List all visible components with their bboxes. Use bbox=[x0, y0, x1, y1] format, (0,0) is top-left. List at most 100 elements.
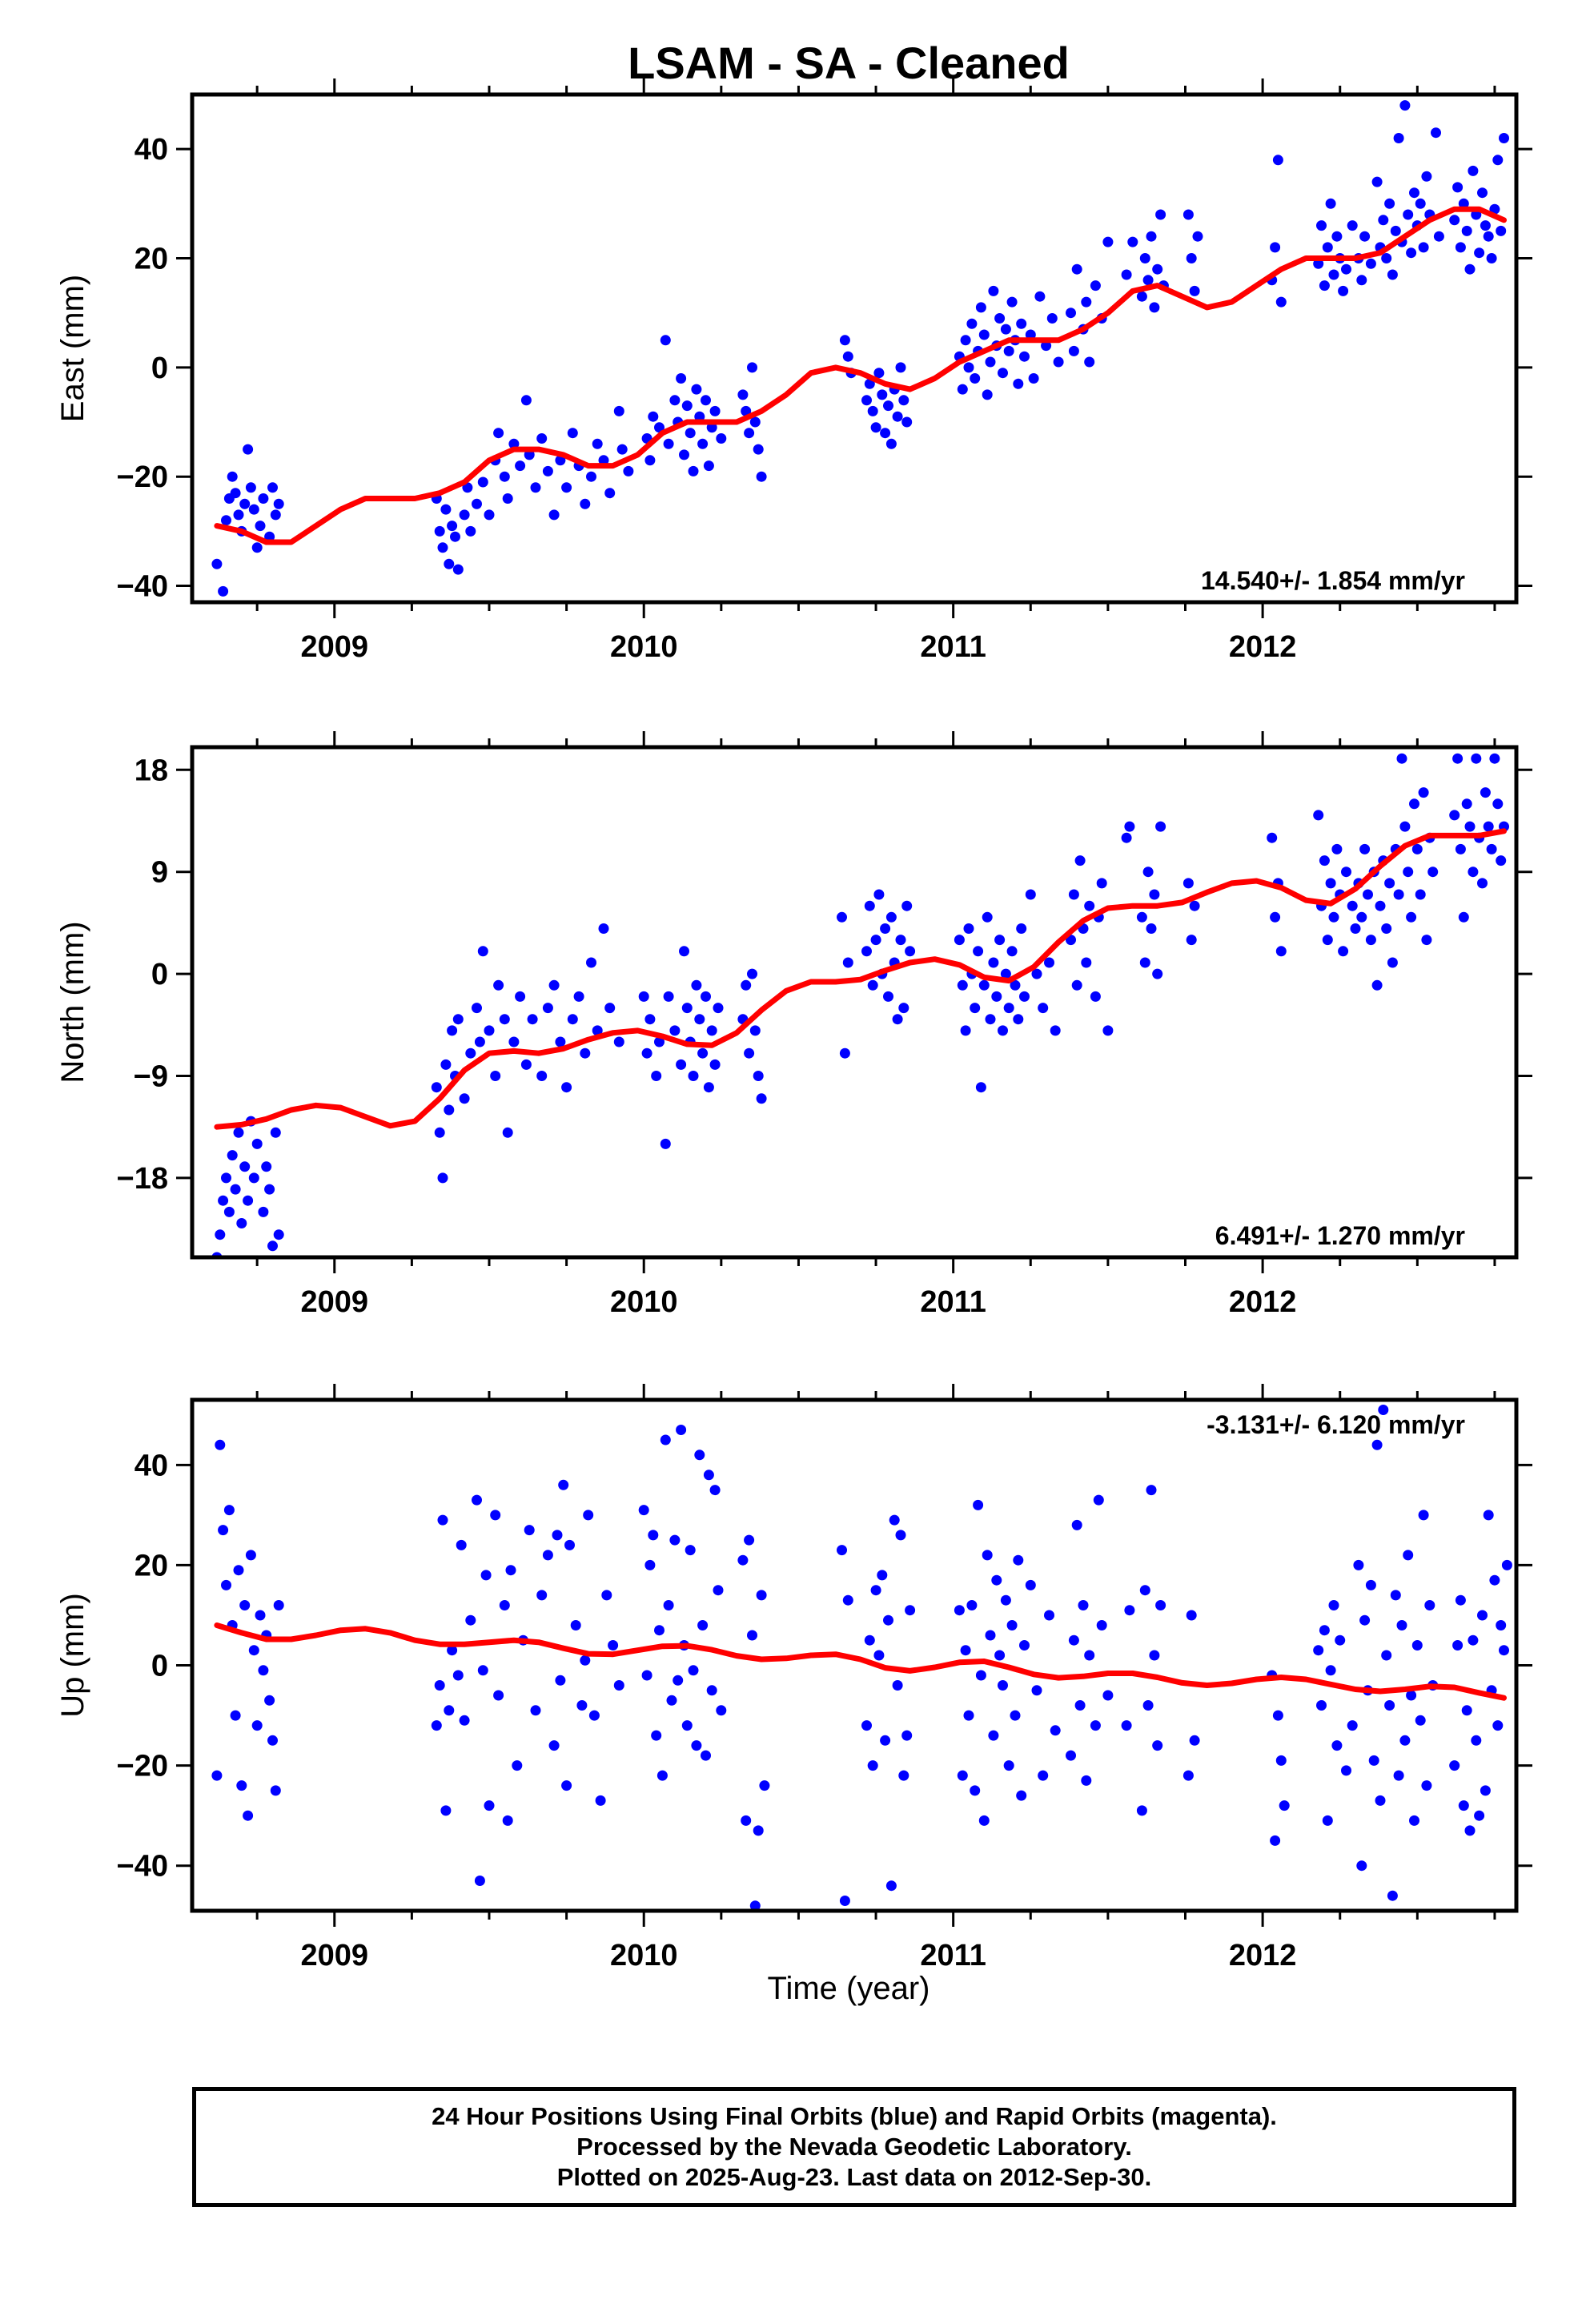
data-point bbox=[837, 1545, 847, 1555]
footer-line-3: Plotted on 2025-Aug-23. Last data on 201… bbox=[557, 2162, 1151, 2193]
data-point bbox=[1468, 166, 1478, 176]
data-point bbox=[697, 1048, 708, 1059]
y-tick-label: 18 bbox=[135, 754, 168, 787]
data-point bbox=[543, 466, 553, 476]
data-point bbox=[1066, 1751, 1076, 1761]
data-point bbox=[1097, 1620, 1107, 1630]
data-point bbox=[1456, 1595, 1466, 1606]
data-point bbox=[536, 1071, 547, 1081]
data-point bbox=[669, 395, 680, 405]
data-point bbox=[453, 1671, 464, 1681]
data-point bbox=[564, 1540, 575, 1550]
data-point bbox=[1013, 1014, 1023, 1024]
data-point bbox=[586, 472, 596, 482]
y-axis-label: Up (mm) bbox=[55, 1593, 90, 1718]
data-point bbox=[1394, 1771, 1404, 1781]
data-point bbox=[1124, 1605, 1134, 1615]
data-point bbox=[444, 1705, 454, 1715]
data-point bbox=[1403, 866, 1413, 877]
data-point bbox=[623, 466, 633, 476]
data-point bbox=[682, 1003, 693, 1013]
data-point bbox=[450, 532, 460, 542]
x-tick-label: 2010 bbox=[610, 630, 678, 664]
data-point bbox=[599, 923, 609, 934]
data-point bbox=[438, 1172, 448, 1183]
data-point bbox=[1381, 1651, 1391, 1661]
y-tick-label: 0 bbox=[151, 352, 168, 385]
data-point bbox=[644, 1014, 655, 1024]
data-point bbox=[970, 1003, 980, 1013]
data-point bbox=[1456, 242, 1466, 252]
data-point bbox=[1326, 199, 1336, 209]
data-point bbox=[601, 1590, 612, 1600]
velocity-annotation: 14.540+/- 1.854 mm/yr bbox=[1201, 566, 1465, 595]
data-point bbox=[221, 515, 231, 525]
data-point bbox=[1316, 1700, 1327, 1711]
data-point bbox=[1480, 220, 1491, 231]
data-point bbox=[1449, 810, 1460, 820]
data-point bbox=[1468, 1635, 1478, 1646]
data-point bbox=[1069, 346, 1079, 356]
data-point bbox=[1152, 969, 1162, 979]
data-point bbox=[528, 1014, 538, 1024]
data-point bbox=[1010, 1711, 1021, 1721]
data-point bbox=[435, 1128, 445, 1138]
data-point bbox=[1190, 901, 1200, 911]
data-point bbox=[710, 1485, 721, 1495]
data-point bbox=[1013, 379, 1023, 389]
data-point bbox=[883, 1615, 893, 1626]
chart-title: LSAM - SA - Cleaned bbox=[628, 38, 1070, 88]
data-point bbox=[1270, 912, 1280, 923]
data-point bbox=[644, 1560, 655, 1570]
data-point bbox=[964, 923, 974, 934]
data-point bbox=[1471, 754, 1481, 764]
data-point bbox=[1356, 1860, 1367, 1871]
data-point bbox=[1489, 754, 1500, 764]
data-point bbox=[1387, 958, 1398, 968]
data-point bbox=[1050, 1025, 1061, 1035]
data-point bbox=[1431, 127, 1441, 138]
data-point bbox=[1412, 844, 1423, 854]
data-point bbox=[1190, 1735, 1200, 1746]
data-point bbox=[1090, 991, 1101, 1002]
data-point bbox=[1492, 1720, 1503, 1731]
data-point bbox=[1273, 1711, 1283, 1721]
data-point bbox=[958, 384, 968, 395]
data-point bbox=[243, 444, 253, 455]
data-point bbox=[744, 1535, 754, 1546]
fit-curve bbox=[217, 1626, 1504, 1699]
data-point bbox=[1415, 1715, 1426, 1726]
data-point bbox=[1471, 1735, 1481, 1746]
data-point bbox=[604, 488, 615, 498]
data-point bbox=[274, 499, 284, 509]
data-point bbox=[1359, 1615, 1370, 1626]
data-point bbox=[639, 1505, 649, 1515]
data-point bbox=[1419, 242, 1429, 252]
data-point bbox=[1323, 242, 1333, 252]
data-point bbox=[490, 1510, 500, 1520]
data-point bbox=[1019, 352, 1030, 362]
data-point bbox=[896, 1530, 906, 1540]
data-point bbox=[549, 980, 560, 991]
data-point bbox=[893, 1014, 903, 1024]
data-point bbox=[549, 509, 560, 520]
east-data bbox=[211, 100, 1509, 597]
data-point bbox=[676, 373, 686, 384]
data-point bbox=[1007, 946, 1018, 956]
data-point bbox=[1026, 890, 1036, 900]
data-point bbox=[1477, 187, 1488, 198]
data-point bbox=[1143, 1700, 1154, 1711]
data-point bbox=[1102, 1025, 1113, 1035]
data-point bbox=[1122, 1720, 1132, 1731]
data-point bbox=[757, 472, 767, 482]
data-point bbox=[1496, 1620, 1506, 1630]
data-point bbox=[648, 1530, 658, 1540]
data-point bbox=[1044, 1610, 1054, 1621]
data-point bbox=[747, 1630, 757, 1641]
x-tick-label: 2012 bbox=[1229, 1939, 1297, 1972]
data-point bbox=[1013, 1555, 1023, 1566]
data-point bbox=[475, 1037, 485, 1047]
data-point bbox=[1183, 210, 1194, 220]
data-point bbox=[991, 991, 1002, 1002]
data-point bbox=[440, 1059, 451, 1070]
